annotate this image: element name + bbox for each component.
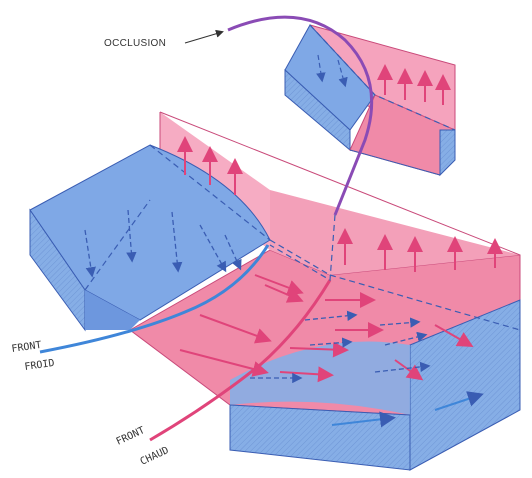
- label-front-froid-2: FROID: [24, 358, 55, 373]
- occlusion-block: [284, 24, 456, 177]
- main-block: [29, 111, 521, 471]
- warm-front-line: [149, 279, 332, 442]
- label-front-chaud-2: CHAUD: [139, 445, 171, 468]
- cold-surface-arrows: [250, 310, 431, 384]
- label-occlusion: OCCLUSION: [104, 38, 166, 49]
- warm-rising-arrows: [177, 136, 503, 272]
- cold-sinking-arrows: [84, 209, 242, 278]
- occlusion-line: [227, 15, 374, 216]
- cold-front-line: [39, 244, 270, 354]
- warm-air-back-wall: [270, 190, 520, 275]
- label-front-froid-1: FRONT: [11, 340, 42, 355]
- warm-surface-arrows: [179, 274, 474, 383]
- label-front-chaud-1: FRONT: [115, 425, 147, 448]
- occlusion-pointer-arrow: [184, 29, 224, 44]
